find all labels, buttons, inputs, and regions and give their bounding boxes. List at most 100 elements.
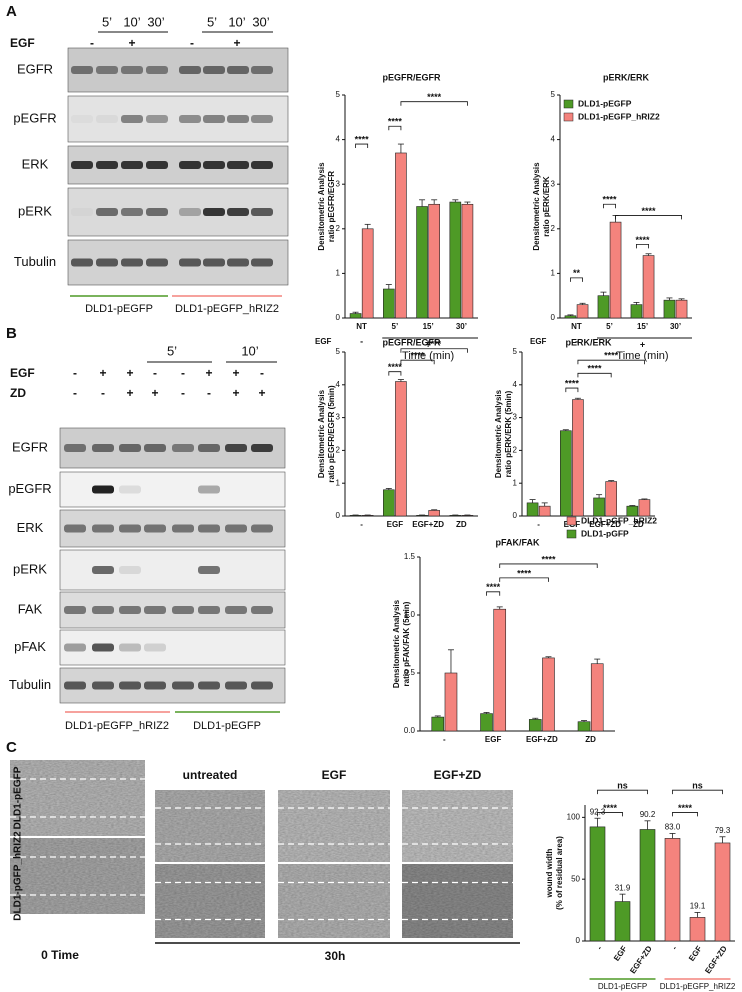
treatment-label: ZD [10, 386, 26, 400]
bar [431, 716, 445, 732]
significance-label: **** [411, 351, 426, 361]
y-tick-label: 0 [336, 313, 341, 322]
significance-bracket [400, 348, 468, 353]
bar [593, 497, 605, 517]
bar [461, 515, 474, 517]
micrograph [278, 790, 390, 862]
significance-label: **** [486, 582, 501, 592]
group-label: DLD1-pEGFP [85, 303, 153, 315]
blot-band [92, 485, 114, 494]
blot-band [251, 66, 273, 74]
blot-band [71, 208, 93, 216]
treatment-sign: - [181, 366, 185, 380]
significance-bracket [565, 387, 579, 393]
x-tick-label: 15’ [637, 322, 648, 331]
blot-band [92, 606, 114, 614]
x-tick-label: 5’ [392, 322, 399, 331]
y-axis-label: wound width [545, 848, 554, 898]
x-tick-label: EGF+ZD [526, 735, 558, 744]
blot-band [203, 161, 225, 169]
chart-title: pEGFR/EGFR [383, 337, 441, 347]
time-label: 0 Time [41, 948, 79, 962]
bar [577, 721, 591, 732]
treatment-sign: + [640, 339, 645, 349]
bar [689, 917, 706, 942]
bar [542, 657, 555, 732]
bar [675, 299, 688, 319]
group-label: DLD1-pEGFP [598, 982, 647, 991]
x-tick-label: 5’ [606, 322, 613, 331]
significance-bracket [603, 203, 616, 209]
y-axis-label: ratio pEGFR/EGFR [327, 171, 336, 242]
time-label: 10’ [228, 14, 245, 29]
x-tick-label: NT [571, 322, 582, 331]
treatment-sign: + [126, 366, 133, 380]
significance-label: **** [603, 803, 618, 813]
blot-band [198, 444, 220, 452]
y-tick-label: 0 [336, 511, 341, 520]
blot-band [71, 258, 93, 267]
blot-row-label: pEGFR [13, 110, 56, 125]
significance-label: **** [604, 351, 619, 361]
bar [538, 505, 551, 517]
bar [630, 304, 643, 319]
bar [480, 713, 493, 732]
blot-band [179, 66, 201, 74]
group-label: DLD1-pEGFP_hRIZ2 [65, 720, 169, 732]
x-tick-label: 30’ [670, 322, 681, 331]
bar [395, 381, 407, 517]
blot-band [119, 444, 141, 452]
significance-label: **** [427, 339, 442, 349]
bar [642, 255, 655, 319]
x-axis-label: Time (min) [402, 350, 454, 362]
significance-bracket [388, 371, 402, 376]
bar [664, 838, 681, 942]
blot-band [251, 524, 273, 533]
y-tick-label: 0 [576, 936, 581, 945]
bar [383, 288, 395, 319]
treatment-label: EGF [10, 36, 35, 50]
bar [349, 515, 362, 517]
column-header: untreated [183, 768, 238, 782]
y-tick-label: 0 [513, 511, 518, 520]
legend-label: DLD1-pEGFP [578, 98, 632, 108]
chart-title: pERK/ERK [603, 72, 650, 82]
blot-band [146, 66, 168, 74]
bar [609, 221, 622, 319]
blot-row-label: EGFR [17, 61, 53, 76]
column-header: EGF+ZD [434, 768, 482, 782]
blot-band [251, 208, 273, 216]
significance-bracket [597, 812, 623, 817]
y-tick-label: 4 [513, 380, 518, 389]
significance-bracket [597, 789, 648, 795]
bar [597, 295, 610, 319]
value-label: 19.1 [690, 902, 706, 911]
x-tick-label: - [360, 520, 363, 529]
blot-band [64, 524, 86, 533]
blot-band [251, 258, 273, 267]
bar [590, 663, 604, 732]
treatment-sign: + [151, 386, 158, 400]
bar [383, 489, 395, 517]
y-tick-label: 5 [551, 90, 556, 99]
time-label: 5’ [207, 14, 217, 29]
significance-bracket [672, 812, 698, 817]
significance-label: **** [678, 803, 693, 813]
blot-band [96, 208, 118, 216]
blot-band [203, 115, 225, 123]
blot-band [119, 643, 141, 652]
treatment-sign: + [128, 36, 135, 50]
significance-bracket [486, 591, 501, 596]
chart-title: pFAK/FAK [496, 537, 540, 547]
y-tick-label: 100 [567, 812, 581, 821]
blot-band [144, 444, 166, 452]
blot-band [92, 566, 114, 574]
blot-band [251, 444, 273, 452]
value-label: 83.0 [665, 823, 681, 832]
group-label: DLD1-pEGFP_hRIZ2 [660, 982, 736, 991]
blot-band [251, 115, 273, 123]
value-label: 79.3 [715, 826, 731, 835]
blot-row-label: pFAK [14, 639, 46, 654]
blot-band [146, 258, 168, 267]
blot-band [146, 161, 168, 169]
